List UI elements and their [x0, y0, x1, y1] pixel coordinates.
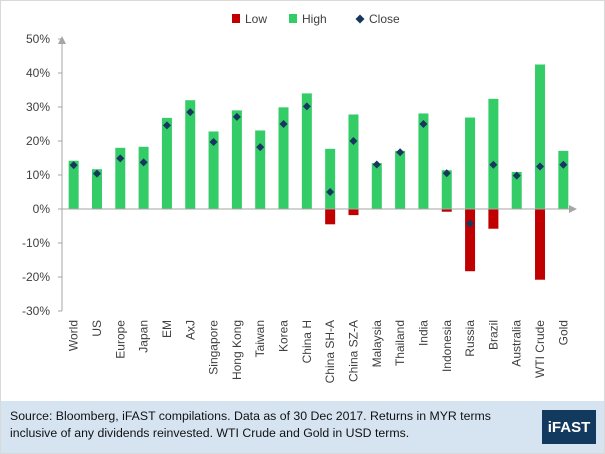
close-marker [326, 188, 335, 196]
close-marker [466, 219, 475, 228]
close-marker [209, 138, 218, 147]
close-marker [186, 108, 195, 117]
bar-low [325, 209, 336, 225]
bar-high [441, 170, 452, 209]
x-tick-label: Thailand [393, 320, 407, 366]
x-tick-label: Japan [137, 320, 151, 353]
y-tick-label: 10% [26, 168, 50, 182]
bar-high [255, 130, 266, 209]
source-footer: Source: Bloomberg, iFAST compilations. D… [1, 401, 604, 453]
bar-high [488, 98, 499, 209]
x-tick-label: China H [300, 320, 314, 363]
y-tick-label: 0% [33, 202, 51, 216]
x-tick-label: China SH-A [323, 320, 337, 383]
x-tick-label: WTI Crude [533, 320, 547, 378]
legend-label-close: Close [369, 12, 400, 26]
source-note: Source: Bloomberg, iFAST compilations. D… [10, 409, 491, 440]
bar-high [231, 110, 242, 209]
x-tick-label: Gold [556, 320, 570, 345]
bar-high [138, 146, 149, 209]
x-tick-label: India [416, 320, 430, 346]
y-tick-label: 30% [26, 100, 50, 114]
y-axis-arrow [58, 36, 66, 44]
bar-high [301, 93, 312, 209]
bar-high [535, 64, 546, 209]
close-marker [162, 121, 171, 130]
bar-high [418, 113, 429, 209]
close-marker [559, 160, 568, 169]
legend-swatch-close [355, 14, 365, 24]
x-tick-label: Korea [277, 320, 291, 352]
close-marker [232, 112, 241, 121]
close-marker [396, 148, 405, 157]
bar-high [208, 131, 219, 209]
x-axis-arrow [569, 205, 577, 213]
legend-label-high: High [302, 12, 327, 26]
bar-low [535, 209, 546, 280]
x-tick-label: World [67, 320, 81, 351]
x-tick-label: Indonesia [440, 320, 454, 372]
x-tick-label: Brazil [486, 320, 500, 350]
close-marker [489, 160, 498, 169]
bar-low [348, 209, 359, 216]
x-tick-label: AxJ [183, 320, 197, 340]
bar-low [488, 209, 499, 229]
bar-high [395, 150, 406, 209]
bar-high [511, 171, 522, 209]
x-tick-label: Taiwan [253, 320, 267, 357]
close-marker [139, 158, 148, 167]
bar-high [115, 147, 126, 209]
y-tick-label: -30% [22, 304, 50, 318]
bar-high [558, 150, 569, 209]
close-marker [512, 171, 521, 180]
x-tick-label: Russia [463, 320, 477, 357]
bar-high [278, 107, 289, 209]
bar-high [371, 163, 382, 209]
close-marker [92, 169, 101, 178]
x-tick-label: Singapore [207, 320, 221, 375]
bar-low [441, 209, 452, 212]
y-tick-label: 50% [26, 32, 50, 46]
close-marker [372, 160, 381, 169]
x-tick-label: China SZ-A [346, 320, 360, 382]
y-tick-label: 40% [26, 66, 50, 80]
close-marker [442, 169, 451, 178]
x-tick-label: Malaysia [370, 320, 384, 368]
close-marker [116, 154, 125, 163]
bar-high [465, 117, 476, 209]
ifast-logo: iFAST [542, 410, 596, 444]
close-marker [419, 120, 428, 128]
x-tick-label: US [90, 320, 104, 337]
bar-high [185, 100, 196, 209]
x-tick-label: Hong Kong [230, 320, 244, 380]
y-tick-label: -20% [22, 270, 50, 284]
bar-low [465, 209, 476, 272]
bar-high [161, 117, 172, 209]
y-tick-label: -10% [22, 236, 50, 250]
legend-swatch-low [232, 14, 240, 23]
close-marker [69, 161, 78, 170]
close-marker [256, 143, 265, 152]
bar-high [348, 114, 359, 209]
y-tick-label: 20% [26, 134, 50, 148]
close-marker [349, 137, 358, 145]
legend-label-low: Low [245, 12, 267, 26]
close-marker [279, 120, 288, 128]
legend-swatch-high [289, 14, 297, 23]
x-tick-label: Australia [510, 320, 524, 367]
bar-high [91, 169, 102, 209]
close-marker [302, 102, 311, 111]
x-tick-label: EM [160, 320, 174, 338]
x-tick-label: Europe [113, 320, 127, 359]
close-marker [536, 162, 545, 171]
bar-high [325, 148, 336, 209]
bar-high [68, 160, 79, 209]
bar-chart: -30% -20% -10% 0% 10% 20% 30% 40% 50% World US Euro… [22, 12, 577, 383]
